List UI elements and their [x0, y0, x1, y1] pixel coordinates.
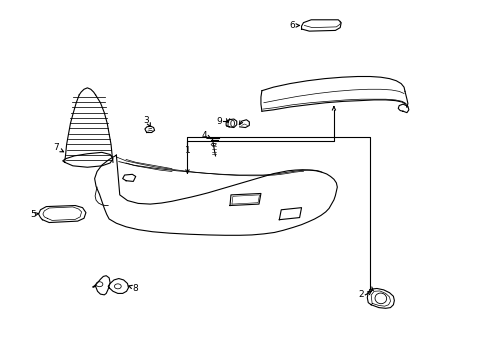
Text: 6: 6: [288, 21, 294, 30]
Text: 1: 1: [184, 147, 190, 156]
Text: 4: 4: [201, 131, 206, 140]
Text: 3: 3: [142, 116, 148, 125]
Text: 7: 7: [53, 143, 59, 152]
Text: 8: 8: [132, 284, 138, 293]
Text: 2: 2: [358, 290, 364, 300]
Text: 5: 5: [30, 210, 36, 219]
Text: 9: 9: [216, 117, 222, 126]
Text: 10: 10: [224, 120, 236, 129]
